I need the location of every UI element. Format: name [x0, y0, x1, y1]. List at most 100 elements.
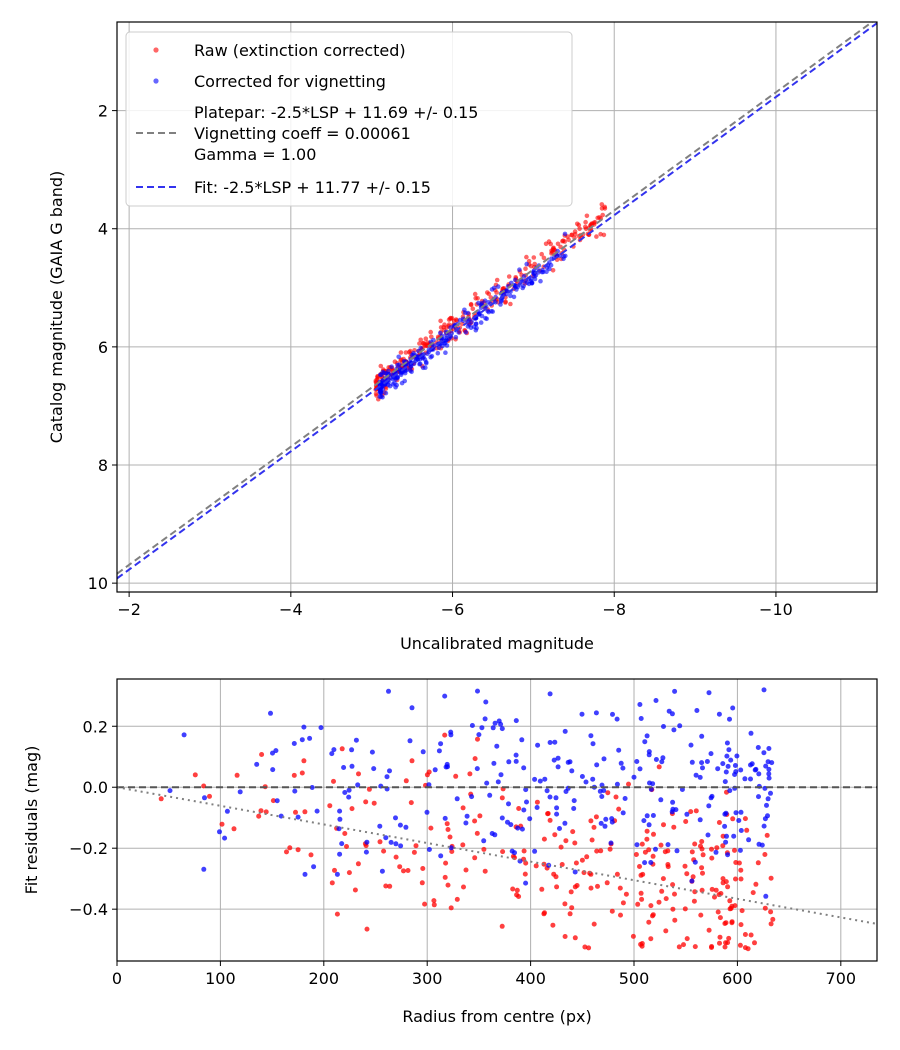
top-y-tick-label: 6 [98, 338, 108, 357]
bottom-point-corrected [648, 860, 654, 865]
bottom-point-corrected [672, 688, 678, 694]
bottom-point-raw [482, 868, 488, 874]
bottom-point-corrected [727, 716, 732, 722]
bottom-point-corrected [614, 716, 620, 722]
bottom-point-raw [712, 894, 717, 900]
bottom-point-corrected [766, 771, 772, 777]
bottom-point-corrected [377, 823, 383, 829]
bottom-point-corrected [369, 749, 375, 755]
bottom-point-raw [613, 794, 619, 800]
top-point-corrected [387, 383, 393, 389]
bottom-point-corrected [610, 711, 615, 717]
bottom-point-raw [727, 898, 733, 904]
bottom-point-raw [349, 806, 355, 812]
top-point-raw [503, 299, 508, 305]
bottom-point-raw [552, 832, 558, 838]
bottom-point-raw [443, 860, 449, 866]
top-point-corrected [420, 365, 426, 371]
top-point-corrected [435, 350, 441, 356]
top-point-corrected [557, 253, 563, 258]
bottom-point-corrected [646, 749, 652, 755]
bottom-point-raw [618, 912, 623, 918]
bottom-point-raw [648, 936, 654, 942]
bottom-point-raw [644, 836, 650, 842]
bottom-point-raw [332, 867, 337, 873]
bottom-y-tick-label: 0.2 [83, 717, 108, 736]
bottom-point-corrected [616, 747, 622, 753]
bottom-point-corrected [355, 782, 361, 788]
bottom-point-raw [327, 803, 333, 809]
top-point-corrected [532, 273, 537, 279]
bottom-y-axis-label: Fit residuals (mag) [22, 746, 41, 895]
bottom-point-raw [742, 816, 748, 822]
bottom-point-raw [644, 828, 650, 834]
top-point-corrected [395, 375, 400, 381]
bottom-point-corrected [337, 851, 343, 857]
bottom-point-corrected [756, 771, 762, 777]
bottom-point-corrected [634, 842, 640, 848]
top-point-corrected [521, 283, 526, 289]
bottom-point-corrected [524, 799, 529, 805]
top-point-raw [577, 226, 582, 232]
top-point-corrected [529, 280, 535, 285]
bottom-point-corrected [519, 737, 525, 743]
bottom-x-tick-label: 200 [309, 969, 340, 988]
top-point-corrected [463, 310, 468, 316]
bottom-point-raw [699, 887, 705, 893]
bottom-point-raw [623, 891, 629, 897]
top-point-corrected [479, 300, 485, 306]
bottom-point-raw [699, 839, 705, 844]
bottom-point-raw [630, 933, 636, 939]
bottom-point-raw [709, 886, 715, 892]
bottom-point-corrected [562, 820, 568, 826]
bottom-point-raw [463, 867, 469, 873]
bottom-point-raw [207, 793, 212, 799]
bottom-point-raw [442, 874, 448, 880]
bottom-point-corrected [697, 774, 703, 780]
bottom-point-corrected [689, 759, 695, 765]
top-point-raw [541, 255, 547, 261]
top-point-raw [594, 234, 599, 239]
top-point-corrected [383, 390, 389, 396]
bottom-point-corrected [697, 817, 703, 823]
bottom-point-raw [352, 887, 358, 893]
bottom-point-corrected [311, 864, 317, 870]
bottom-point-corrected [499, 726, 505, 732]
bottom-point-corrected [506, 759, 512, 765]
bottom-point-corrected [383, 835, 389, 841]
bottom-point-corrected [731, 833, 737, 839]
bottom-point-corrected [700, 765, 705, 771]
bottom-point-corrected [684, 811, 690, 817]
bottom-point-corrected [688, 742, 694, 748]
top-point-raw [575, 221, 580, 227]
bottom-point-corrected [765, 796, 771, 802]
bottom-point-raw [591, 824, 597, 830]
bottom-point-raw [573, 860, 579, 866]
bottom-point-raw [598, 848, 604, 854]
bottom-point-corrected [342, 790, 348, 795]
bottom-point-corrected [713, 849, 719, 855]
top-point-corrected [524, 261, 529, 267]
bottom-point-raw [670, 906, 676, 912]
bottom-point-raw [475, 736, 480, 742]
bottom-point-corrected [384, 774, 390, 780]
bottom-point-corrected [532, 848, 538, 854]
bottom-point-corrected [481, 838, 487, 844]
bottom-point-raw [559, 862, 565, 867]
top-point-raw [524, 254, 529, 260]
bottom-point-corrected [487, 792, 493, 798]
bottom-point-corrected [641, 818, 647, 824]
bottom-point-corrected [637, 702, 643, 707]
bottom-point-raw [563, 838, 569, 844]
bottom-point-corrected [432, 767, 438, 773]
bottom-point-raw [472, 818, 478, 824]
bottom-point-corrected [409, 705, 415, 711]
bottom-y-ticks: 0.2 0.0 −0.2 −0.4 [69, 717, 117, 919]
bottom-point-raw [522, 871, 528, 877]
bottom-point-corrected [598, 820, 604, 826]
bottom-point-corrected [436, 748, 442, 754]
bottom-y-tick-label: −0.4 [69, 900, 108, 919]
bottom-point-raw [638, 890, 644, 896]
bottom-point-raw [562, 934, 568, 939]
bottom-point-corrected [222, 835, 228, 841]
